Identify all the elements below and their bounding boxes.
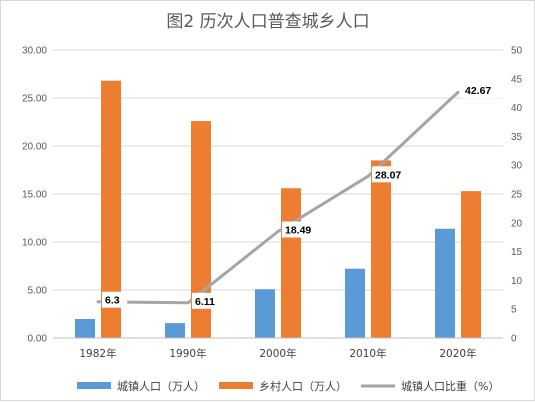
urban-population-bar	[165, 323, 185, 338]
right-tick-label: 50	[511, 46, 523, 57]
right-tick-label: 40	[511, 103, 523, 114]
rural-population-bar	[371, 160, 391, 338]
left-tick-label: 10.00	[22, 238, 47, 249]
x-tick-label: 1982年	[79, 347, 116, 360]
x-tick-label: 2010年	[349, 347, 386, 360]
bars	[75, 80, 481, 338]
ratio-data-label: 18.49	[285, 224, 311, 236]
ratio-data-label: 42.67	[465, 85, 491, 97]
urban-population-bar	[345, 268, 365, 338]
legend-swatch	[77, 382, 111, 389]
x-tick-label: 1990年	[169, 347, 206, 360]
data-label-box	[462, 82, 500, 99]
right-tick-label: 45	[511, 74, 523, 85]
data-label-box	[282, 221, 320, 238]
data-label-box	[372, 166, 410, 183]
chart-title: 图2 历次人口普查城乡人口	[166, 12, 369, 32]
right-axis: 0 5 10 15 20 25 30 35 40 45 50	[511, 46, 523, 345]
ratio-data-label: 28.07	[375, 169, 401, 181]
legend-swatch	[219, 382, 253, 389]
ratio-line-path	[97, 91, 460, 305]
right-tick-label: 20	[511, 218, 523, 229]
gridlines	[53, 49, 503, 339]
rural-population-bar	[191, 121, 211, 338]
legend-label: 城镇人口（万人）	[117, 379, 205, 393]
left-tick-label: 15.00	[22, 190, 47, 201]
x-tick-label: 2000年	[259, 347, 296, 360]
right-tick-label: 5	[511, 305, 517, 316]
urban-population-bar	[75, 318, 95, 338]
ratio-point	[96, 300, 100, 304]
x-axis: 1982年 1990年 2000年 2010年 2020年	[53, 337, 503, 360]
ratio-line	[96, 90, 460, 305]
urban-population-bar	[255, 289, 275, 338]
left-tick-label: 5.00	[28, 286, 48, 297]
x-tick-label: 2020年	[439, 347, 476, 360]
right-tick-label: 30	[511, 161, 523, 172]
right-tick-label: 15	[511, 247, 523, 258]
urban-population-bar	[435, 228, 455, 338]
left-axis: 0.00 5.00 10.00 15.00 20.00 25.00 30.00	[22, 46, 47, 345]
right-tick-label: 10	[511, 276, 523, 287]
ratio-point	[276, 229, 280, 233]
rural-population-bar	[461, 191, 481, 338]
data-labels: 6.3 6.11 18.49 28.07 42.67	[102, 82, 500, 309]
ratio-data-label: 6.11	[195, 296, 215, 308]
data-label-box	[192, 292, 224, 309]
ratio-point	[186, 301, 190, 305]
legend: 城镇人口（万人） 乡村人口（万人） 城镇人口比重（%）	[77, 379, 499, 393]
data-label-box	[102, 291, 128, 308]
ratio-data-label: 6.3	[105, 295, 120, 307]
left-tick-label: 20.00	[22, 142, 47, 153]
rural-population-bar	[281, 188, 301, 338]
rural-population-bar	[101, 80, 121, 338]
right-tick-label: 0	[511, 334, 517, 345]
legend-label: 城镇人口比重（%）	[401, 379, 499, 393]
left-tick-label: 30.00	[22, 46, 47, 57]
ratio-point	[366, 174, 370, 178]
right-tick-label: 35	[511, 132, 523, 143]
left-tick-label: 25.00	[22, 94, 47, 105]
ratio-point	[456, 90, 460, 94]
left-tick-label: 0.00	[28, 334, 48, 345]
right-tick-label: 25	[511, 190, 523, 201]
legend-label: 乡村人口（万人）	[259, 379, 347, 393]
